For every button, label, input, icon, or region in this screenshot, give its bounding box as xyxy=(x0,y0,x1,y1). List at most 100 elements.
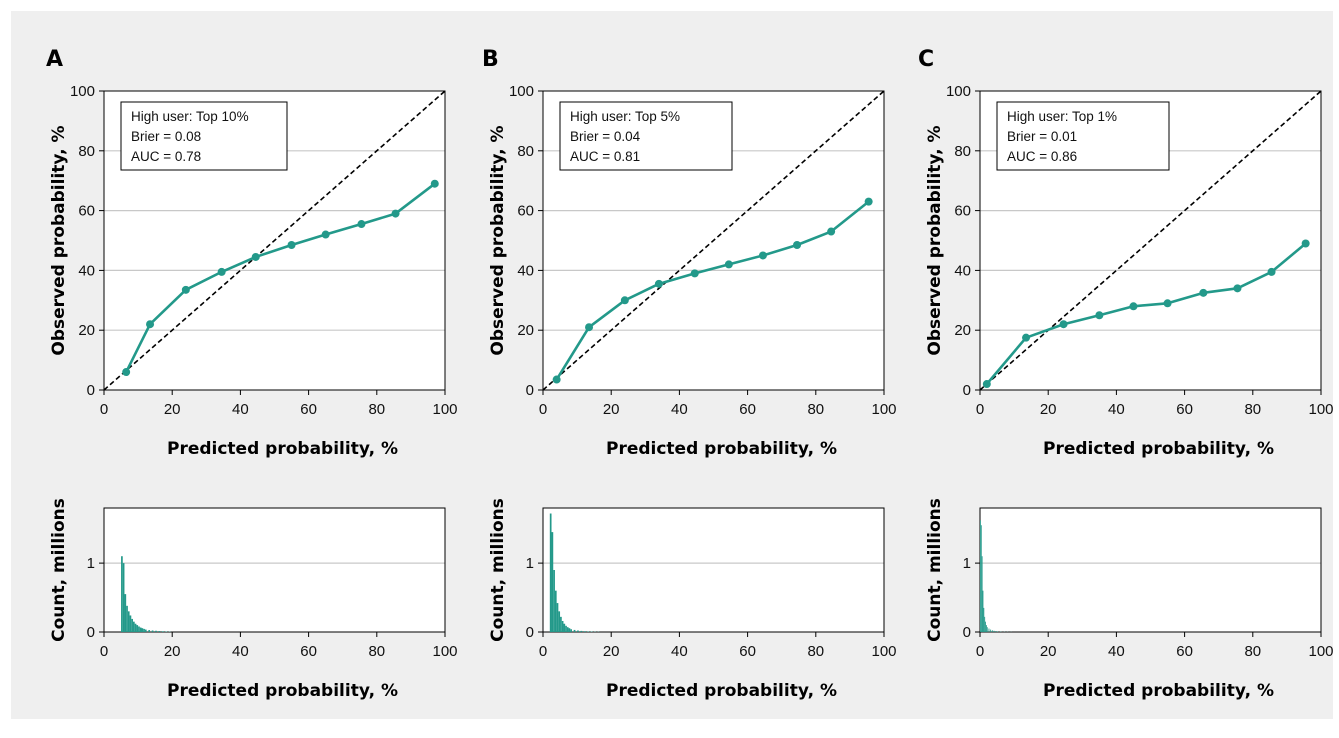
histogram-b-x-tick-label: 40 xyxy=(671,643,688,660)
calibration-b-y-tick-label: 0 xyxy=(526,382,534,399)
calibration-c-y-tick-label: 40 xyxy=(954,262,971,279)
histogram-b-x-tick-label: 20 xyxy=(603,643,620,660)
calibration-b-point xyxy=(758,251,767,260)
histogram-b-bar xyxy=(577,630,579,632)
calibration-c-x-tick-label: 20 xyxy=(1040,401,1057,418)
histogram-b-bar xyxy=(551,532,554,632)
calibration-b-y-tick-label: 20 xyxy=(517,322,534,339)
histogram-b-y-axis-title: Count, millions xyxy=(488,498,508,642)
histogram-a-bar xyxy=(158,631,161,632)
calibration-c-reference-diagonal xyxy=(979,90,1322,391)
histogram-c-bar xyxy=(985,625,987,632)
calibration-c-x-tick-label: 60 xyxy=(1176,401,1193,418)
calibration-b-y-tick-label: 40 xyxy=(517,262,534,279)
histogram-a-bar xyxy=(132,621,135,632)
calibration-c-plot: 0 20 40 60 80 100 0 20 40 60 80 100 Predicted probab… xyxy=(918,47,1334,459)
calibration-a-x-tick-label: 0 xyxy=(100,401,108,418)
calibration-b-x-axis-title: Predicted probability, % xyxy=(606,439,837,459)
histogram-b-bar xyxy=(573,629,576,632)
calibration-c-y-tick-label: 60 xyxy=(954,203,971,220)
histogram-c-plot: 0 20 40 60 80 100 0 1 Predicted probability, % Co… xyxy=(925,498,1334,701)
histogram-b-bar xyxy=(553,570,555,632)
histogram-a-bar xyxy=(161,631,164,632)
histogram-b-x-axis-title: Predicted probability, % xyxy=(606,681,837,701)
calibration-a-annotation-box xyxy=(120,101,288,171)
calibration-a-annotation-line: High user: Top 10% xyxy=(131,109,249,124)
calibration-a-series-line xyxy=(125,182,436,373)
calibration-c-x-axis-title: Predicted probability, % xyxy=(1043,439,1274,459)
calibration-c-x-tick-label: 100 xyxy=(1308,401,1333,418)
calibration-a-point xyxy=(357,220,366,229)
histogram-a-y-tick-label: 1 xyxy=(87,555,95,572)
calibration-b-x-tick-label: 60 xyxy=(739,401,756,418)
histogram-a-bar xyxy=(127,611,130,632)
calibration-a-reference-diagonal xyxy=(103,90,446,391)
calibration-c-y-tick-label: 0 xyxy=(963,382,971,399)
panel-letter-b: B xyxy=(482,47,499,72)
histogram-c-y-tick-label: 1 xyxy=(963,555,971,572)
calibration-c-point xyxy=(1129,302,1138,311)
calibration-a-point xyxy=(391,209,400,218)
calibration-b-plot: 0 20 40 60 80 100 0 20 40 60 80 100 Predicted probab… xyxy=(482,47,897,459)
calibration-c-y-axis-title: Observed probability, % xyxy=(925,125,945,355)
histogram-c-x-tick-label: 100 xyxy=(1308,643,1333,660)
calibration-a-plot-border xyxy=(103,90,446,391)
calibration-a-annotation-line: AUC = 0.78 xyxy=(131,149,201,164)
histogram-a-bar xyxy=(122,563,125,632)
calibration-b-point xyxy=(724,260,733,269)
calibration-a-x-tick-label: 80 xyxy=(368,401,385,418)
calibration-c-point xyxy=(1095,311,1104,320)
histogram-b-bar xyxy=(583,631,586,632)
histogram-c-x-axis-title: Predicted probability, % xyxy=(1043,681,1274,701)
histogram-b-bar xyxy=(563,623,566,632)
calibration-b-y-tick-label: 80 xyxy=(517,143,534,160)
panel-letter-c: C xyxy=(918,47,934,72)
histogram-b-bar xyxy=(568,628,571,632)
histogram-c-bar xyxy=(997,631,998,632)
calibration-c-x-tick-label: 40 xyxy=(1108,401,1125,418)
histogram-a-x-tick-label: 60 xyxy=(300,643,317,660)
calibration-c-annotation-line: Brier = 0.01 xyxy=(1007,129,1077,144)
calibration-b-x-tick-label: 80 xyxy=(807,401,824,418)
calibration-b-point xyxy=(654,279,663,288)
calibration-a-x-tick-label: 100 xyxy=(432,401,457,418)
histogram-a-bar xyxy=(121,556,123,632)
histogram-a-plot: 0 20 40 60 80 100 0 1 Predicted probability, % Co… xyxy=(49,498,458,701)
calibration-b-annotation-line: AUC = 0.81 xyxy=(570,149,640,164)
histogram-b-bar xyxy=(556,603,559,632)
calibration-a-point xyxy=(430,179,439,188)
calibration-a-x-tick-label: 20 xyxy=(164,401,181,418)
histogram-c-bar xyxy=(990,629,992,632)
histogram-a-bar xyxy=(138,626,140,632)
histogram-b-x-tick-label: 100 xyxy=(871,643,896,660)
calibration-c-annotation-line: AUC = 0.86 xyxy=(1007,149,1077,164)
histogram-c-x-tick-label: 0 xyxy=(976,643,984,660)
histogram-c-bar xyxy=(991,630,993,632)
calibration-c-annotation-line: High user: Top 1% xyxy=(1007,109,1117,124)
calibration-b-point xyxy=(620,296,629,305)
histogram-a-bar xyxy=(144,629,147,632)
calibration-b-x-tick-label: 20 xyxy=(603,401,620,418)
histogram-b-x-tick-label: 80 xyxy=(807,643,824,660)
histogram-b-bar xyxy=(570,629,572,632)
calibration-a-y-tick-label: 40 xyxy=(78,262,95,279)
calibration-b-annotation-box xyxy=(559,101,733,171)
histogram-a-bar xyxy=(143,628,145,632)
calibration-b-y-tick-label: 100 xyxy=(509,83,534,100)
calibration-b-x-tick-label: 40 xyxy=(671,401,688,418)
histogram-c-bar xyxy=(980,520,981,632)
calibration-b-annotation-line: High user: Top 5% xyxy=(570,109,680,124)
calibration-c-series-line xyxy=(985,242,1307,385)
histogram-a-x-tick-label: 80 xyxy=(368,643,385,660)
histogram-c-bar xyxy=(980,525,982,632)
calibration-b-y-axis-title: Observed probability, % xyxy=(488,125,508,355)
histogram-a-bar xyxy=(136,625,139,632)
histogram-c-x-tick-label: 20 xyxy=(1040,643,1057,660)
calibration-a-point xyxy=(217,267,226,276)
calibration-a-plot: 0 20 40 60 80 100 0 20 40 60 80 100 Predicted probab… xyxy=(46,47,458,459)
histogram-a-bar xyxy=(139,627,142,632)
calibration-a-y-tick-label: 100 xyxy=(70,83,95,100)
histogram-b-plot-border xyxy=(542,507,885,633)
calibration-a-point xyxy=(321,230,330,239)
calibration-a-y-axis-title: Observed probability, % xyxy=(49,125,69,355)
